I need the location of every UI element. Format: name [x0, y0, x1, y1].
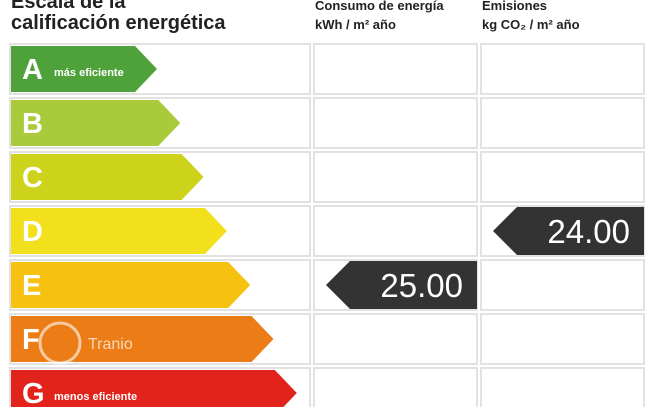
rating-arrow: [11, 100, 181, 146]
rating-arrow: [11, 154, 204, 200]
rating-arrow: [11, 208, 227, 254]
rating-letter: B: [22, 108, 43, 140]
cell: [313, 367, 478, 407]
column-unit: kg CO₂ / m² año: [482, 17, 580, 32]
cell: [480, 97, 645, 149]
rating-letter: A: [22, 54, 43, 86]
rating-arrow: [11, 262, 251, 308]
cell: [313, 151, 478, 203]
rating-note: más eficiente: [54, 67, 124, 79]
rating-letter: F: [22, 324, 40, 356]
watermark-icon: [38, 321, 82, 365]
column-title: Consumo de energía: [315, 0, 444, 13]
rating-note: menos eficiente: [54, 391, 137, 403]
title-line: calificación energética: [11, 12, 226, 34]
cell: [313, 205, 478, 257]
cell: [480, 313, 645, 365]
rating-letter: D: [22, 216, 43, 248]
cell: [480, 151, 645, 203]
cell: [313, 97, 478, 149]
cell: [313, 43, 478, 95]
value-arrow: [493, 207, 644, 255]
cell: [480, 367, 645, 407]
rating-arrow: [11, 46, 157, 92]
column-title: Emisiones: [482, 0, 547, 13]
rating-letter: E: [22, 270, 41, 302]
cell: [313, 313, 478, 365]
rating-arrow: [11, 316, 274, 362]
value-label: 24.00: [547, 213, 630, 250]
value-arrow: [326, 261, 477, 309]
rating-letter: C: [22, 162, 43, 194]
cell: [480, 43, 645, 95]
value-label: 25.00: [380, 267, 463, 304]
title-line: Escala de la: [11, 0, 126, 13]
column-unit: kWh / m² año: [315, 17, 396, 32]
cell: [480, 259, 645, 311]
rating-letter: G: [22, 378, 45, 407]
watermark: Tranio: [88, 336, 133, 353]
rating-arrow: [11, 370, 297, 407]
